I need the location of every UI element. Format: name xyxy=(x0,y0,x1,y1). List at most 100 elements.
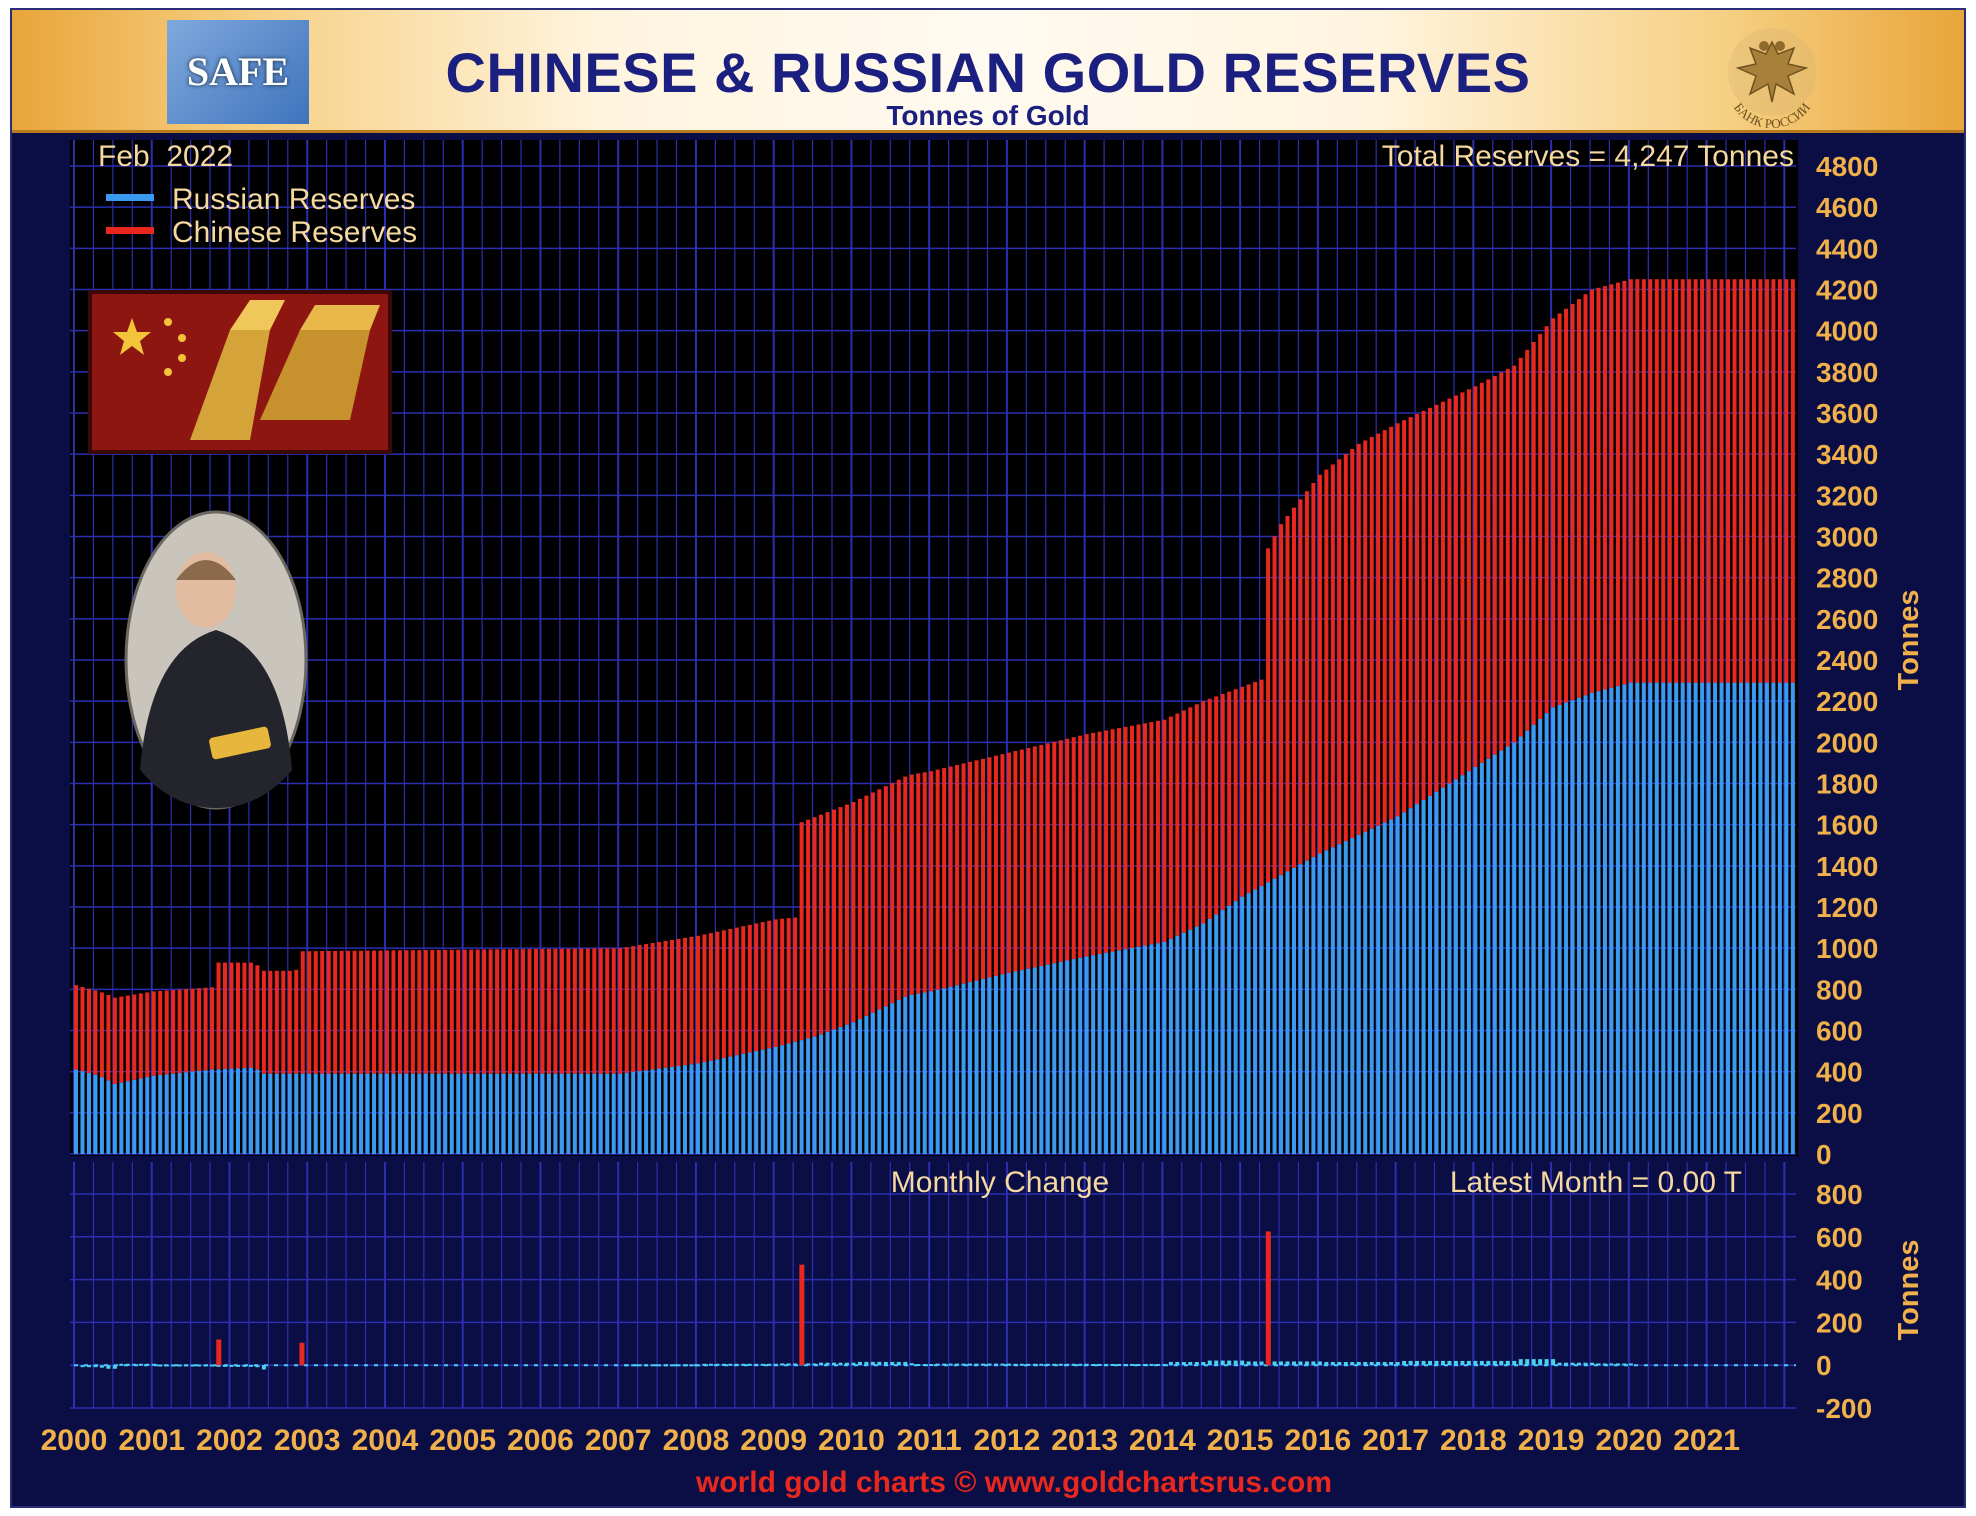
china-bar xyxy=(864,795,869,1016)
change-bar xyxy=(870,1361,875,1366)
russia-bar xyxy=(676,1066,681,1154)
china-bar xyxy=(877,789,882,1010)
change-y-axis: -200 0 200 400 600 800 xyxy=(1816,1179,1872,1424)
russia-bar xyxy=(780,1045,785,1154)
china-bar xyxy=(74,985,79,1070)
y-tick-label: 4200 xyxy=(1816,275,1878,306)
russia-bar xyxy=(1389,819,1394,1154)
change-bar xyxy=(831,1362,837,1366)
china-bar xyxy=(1609,284,1614,688)
china-bar xyxy=(631,946,636,1073)
china-bar xyxy=(1123,726,1128,950)
change-bar xyxy=(190,1364,195,1367)
change-bar xyxy=(1207,1360,1212,1366)
china-bar xyxy=(1460,392,1465,776)
change-bar xyxy=(1369,1361,1374,1366)
russia-bar xyxy=(689,1064,694,1154)
china-bar xyxy=(462,949,467,1074)
china-bar xyxy=(423,950,428,1074)
russia-bar xyxy=(540,1073,545,1154)
change-bar xyxy=(728,1363,733,1366)
china-bar xyxy=(663,940,668,1068)
russia-bar xyxy=(747,1052,752,1154)
russia-bar xyxy=(1415,804,1420,1154)
china-bar xyxy=(1395,423,1400,817)
china-bar xyxy=(378,950,383,1074)
change-bar xyxy=(1259,1361,1264,1366)
change-bar xyxy=(987,1363,992,1366)
china-bar xyxy=(533,948,538,1074)
china-bar xyxy=(903,776,908,997)
change-bar xyxy=(1596,1363,1601,1366)
russia-bar xyxy=(857,1019,862,1154)
china-bar xyxy=(1538,334,1543,720)
china-bar xyxy=(203,987,208,1071)
x-tick-label: 2018 xyxy=(1440,1424,1507,1457)
russia-bar xyxy=(754,1051,759,1154)
change-bar xyxy=(1298,1361,1303,1366)
change-bar xyxy=(261,1365,266,1370)
russia-bar xyxy=(436,1073,441,1154)
china-bar xyxy=(1745,279,1750,683)
china-bar xyxy=(1544,326,1549,714)
x-tick-label: 2003 xyxy=(274,1424,341,1457)
china-bar xyxy=(1602,286,1607,690)
china-bar xyxy=(1726,279,1731,683)
russia-bar xyxy=(119,1082,124,1154)
china-bar xyxy=(119,996,124,1083)
russia-bar xyxy=(1719,682,1724,1154)
china-bar xyxy=(391,950,396,1074)
change-bar xyxy=(1110,1363,1115,1366)
china-bar xyxy=(1700,279,1705,683)
china-bar xyxy=(1713,279,1718,683)
china-bar xyxy=(942,768,947,989)
russia-bar xyxy=(1227,905,1232,1154)
change-bar xyxy=(106,1365,111,1369)
change-bar xyxy=(112,1365,117,1369)
russia-bar xyxy=(1570,700,1575,1154)
russia-bar xyxy=(145,1077,150,1154)
russia-bar xyxy=(1667,682,1672,1154)
legend-label-russia: Russian Reserves xyxy=(172,183,415,216)
china-bar xyxy=(106,994,111,1081)
russia-bar xyxy=(1162,941,1167,1154)
russia-bar xyxy=(955,985,960,1154)
russia-bar xyxy=(618,1073,623,1154)
russia-bar xyxy=(1421,799,1426,1154)
russia-bar xyxy=(961,983,966,1154)
x-tick-label: 2017 xyxy=(1362,1424,1429,1457)
china-bar xyxy=(1058,740,1063,962)
china-bar xyxy=(650,943,655,1070)
china-bar xyxy=(734,927,739,1056)
russia-bar xyxy=(650,1069,655,1154)
x-tick-label: 2007 xyxy=(585,1424,652,1457)
china-bar xyxy=(1337,459,1342,845)
russia-bar xyxy=(1564,702,1569,1154)
china-bar xyxy=(598,948,603,1074)
y-tick-label: 600 xyxy=(1816,1016,1863,1047)
y-tick-label: 200 xyxy=(1816,1307,1863,1338)
russia-bar xyxy=(734,1055,739,1154)
russia-bar xyxy=(624,1072,629,1154)
russia-bar xyxy=(942,988,947,1154)
change-bar xyxy=(1304,1361,1309,1366)
change-y-axis-title: Tonnes xyxy=(1893,1240,1925,1341)
china-bar xyxy=(1019,749,1024,971)
russia-bar xyxy=(993,975,998,1154)
china-bar xyxy=(689,936,694,1065)
change-bar xyxy=(1097,1363,1102,1366)
change-bar xyxy=(806,1363,811,1366)
china-bar xyxy=(870,792,875,1013)
russia-bar xyxy=(825,1031,830,1154)
change-bar xyxy=(1149,1363,1154,1366)
russia-bar xyxy=(890,1003,895,1154)
change-bar xyxy=(838,1362,843,1366)
russia-bar xyxy=(74,1069,79,1154)
china-bar xyxy=(235,962,240,1069)
china-bar xyxy=(780,918,785,1046)
russia-bar xyxy=(1674,682,1679,1154)
china-bar xyxy=(430,949,435,1074)
change-bar xyxy=(1389,1361,1394,1366)
russia-bar xyxy=(896,999,901,1154)
change-bar xyxy=(1492,1360,1497,1366)
